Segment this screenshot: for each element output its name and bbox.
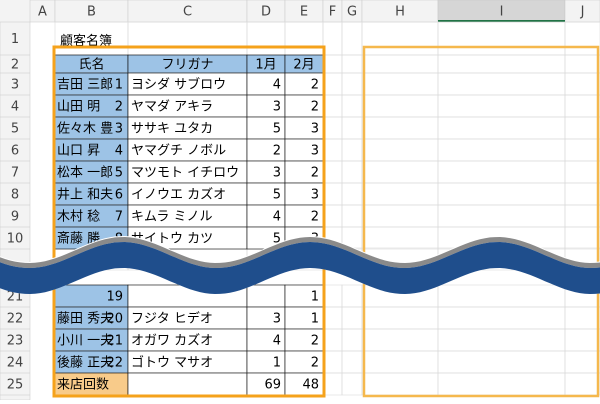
cell-text: 3 [311, 188, 319, 203]
col-header-label: J [580, 5, 585, 20]
cell-text: 木村 稔 [57, 210, 100, 225]
highlight-frame [52, 45, 326, 398]
row-header-label: 4 [11, 100, 19, 115]
row-header-label: 8 [11, 188, 19, 203]
row-header-label: 10 [7, 232, 24, 247]
row-header-label: 24 [7, 356, 24, 371]
row-header-label: 1 [11, 32, 19, 47]
cell-text: イノウエ カズオ [131, 187, 226, 203]
cell-text: 2 [115, 100, 123, 115]
cell-text: 氏名 [78, 57, 104, 73]
cell-text: 小川 一夫 [57, 334, 113, 349]
cell-text: ヨシダ サブロウ [131, 77, 226, 93]
cell-text: 20 [106, 312, 123, 327]
cell-text: 後藤 正夫 [57, 356, 113, 371]
cell-text: オガワ カズオ [131, 333, 213, 349]
cell-text: 井上 和夫 [57, 188, 113, 203]
col-header-label: B [87, 5, 96, 20]
cell-text: 4 [273, 78, 281, 93]
wave-band [0, 242, 600, 294]
cell-text: 佐々木 豊 [57, 122, 113, 137]
cell-text: 4 [273, 334, 281, 349]
cell-text: 2 [311, 166, 319, 181]
cell-text: キムラ ミノル [131, 210, 212, 225]
wave-shadow [0, 237, 600, 268]
cell-text: 1 [115, 78, 123, 93]
cell-text: フリガナ [161, 58, 213, 73]
cell-text: 松本 一郎 [57, 166, 113, 181]
cell-text: 4 [273, 210, 281, 225]
cell-text: 2 [311, 210, 319, 225]
row-header-bar [0, 21, 31, 401]
data-cell [246, 284, 286, 308]
cell-text: 2月 [293, 58, 314, 73]
col-header-label: F [329, 5, 336, 20]
cell-text: 山口 昇 [57, 144, 100, 159]
cell-text: 3 [115, 122, 123, 137]
cell-text: 藤田 秀夫 [57, 312, 113, 327]
cell-text: 吉田 三郎 [57, 78, 113, 93]
cell-text: 21 [106, 334, 123, 349]
cell-text: 山田 明 [57, 100, 100, 115]
col-header-label: C [183, 5, 192, 20]
cell-text: ゴトウ マサオ [131, 355, 213, 371]
cell-text: 7 [115, 210, 123, 225]
cell-text: 1 [273, 356, 281, 371]
cell-text: 5 [273, 188, 281, 203]
cell-text: 来店回数 [57, 378, 109, 393]
row-header-label: 22 [7, 312, 24, 327]
cell-text: ヤマダ アキラ [131, 100, 213, 115]
row-header-label: 23 [7, 334, 24, 349]
cell-text: 6 [115, 188, 123, 203]
cell-text: 3 [273, 166, 281, 181]
highlight-frame [362, 45, 600, 398]
cell-text: ササキ ユタカ [131, 122, 213, 137]
row-header-label: 6 [11, 144, 19, 159]
row-header-label: 5 [11, 122, 19, 137]
cell-text: 48 [302, 378, 319, 393]
row-header-label: 25 [7, 378, 24, 393]
cell-text: 1 [311, 290, 319, 305]
total-cell [127, 372, 248, 396]
cell-text: 22 [106, 356, 123, 371]
cell-text: ヤマグチ ノボル [131, 144, 226, 159]
cell-text: 2 [311, 78, 319, 93]
cell-text: 2 [311, 100, 319, 115]
col-header-label: G [347, 5, 357, 20]
row-header-label: 9 [11, 210, 19, 225]
cell-text: 69 [264, 378, 281, 393]
col-header-label: I [500, 5, 504, 20]
row-header-label: 7 [11, 166, 19, 181]
cell-text: 19 [106, 290, 123, 305]
cell-text: 3 [311, 144, 319, 159]
cell [564, 226, 600, 250]
cell-text: フジタ ヒデオ [131, 311, 213, 327]
cell-text: 斎藤 勝 [57, 231, 100, 247]
col-header-label: H [395, 5, 405, 20]
cell-text: 5 [273, 232, 281, 247]
cell-text: 5 [273, 122, 281, 137]
cell-text: 4 [115, 144, 123, 159]
cell-text: マツモト イチロウ [131, 166, 239, 181]
col-header-label: E [300, 5, 308, 20]
cell-text: 2 [273, 144, 281, 159]
row-header-label: 2 [11, 58, 19, 73]
row-header-label: 3 [11, 78, 19, 93]
cell-text: 5 [115, 166, 123, 181]
cell-text: 3 [273, 312, 281, 327]
cell-text: 顧客名簿 [60, 33, 112, 49]
cell-text: 1 [311, 312, 319, 327]
cell-text: 3 [273, 100, 281, 115]
cell-text: 3 [311, 122, 319, 137]
cell-text: 2 [311, 356, 319, 371]
col-header-label: A [38, 5, 47, 20]
cell-text: 1月 [255, 58, 276, 73]
cell-text: 2 [311, 334, 319, 349]
col-header-label: D [261, 5, 271, 20]
